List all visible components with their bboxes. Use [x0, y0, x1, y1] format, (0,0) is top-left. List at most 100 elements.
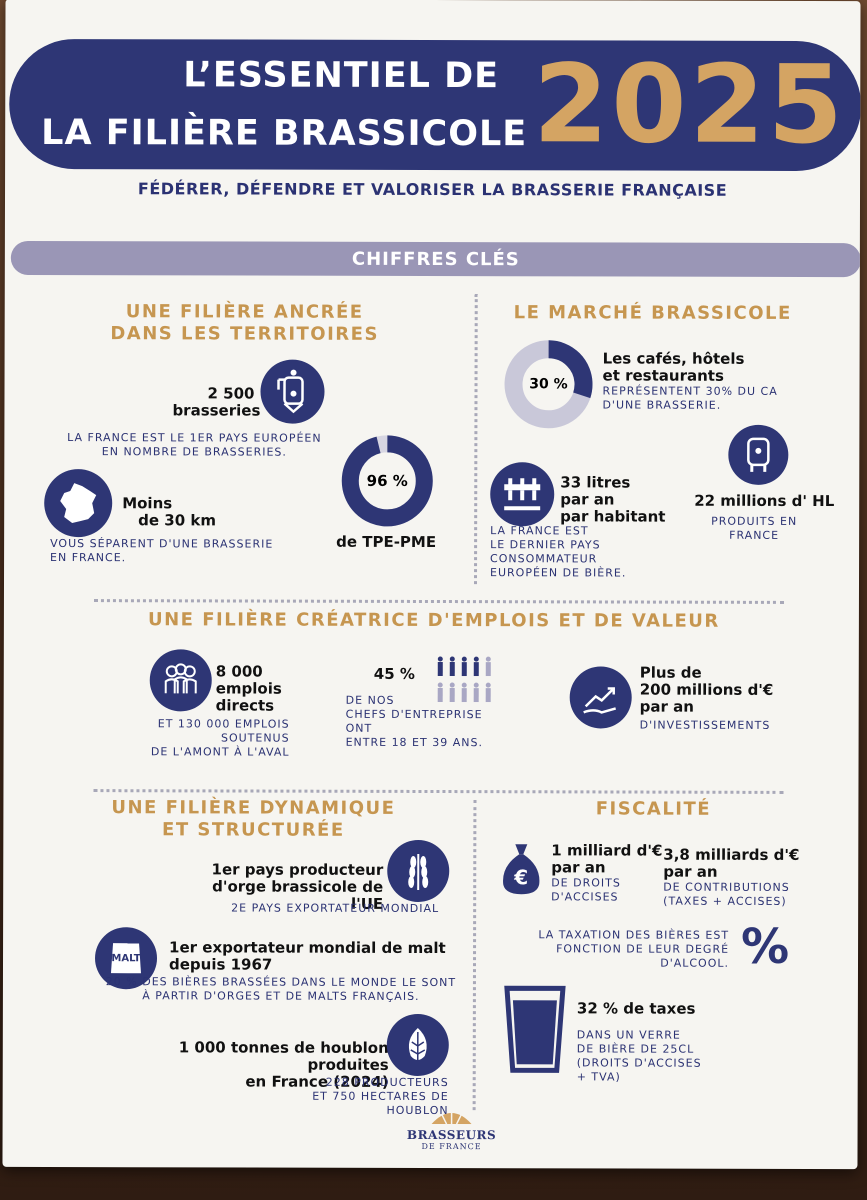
jobs-line2: emplois [215, 679, 282, 698]
person-icon [461, 656, 467, 677]
person-icon [449, 656, 455, 677]
tpe-donut-chart [341, 435, 433, 527]
divider-vertical-bottom [472, 800, 477, 1111]
accises-stat: 1 milliard d'€ par an [551, 841, 662, 877]
key-figures-band: CHIFFRES CLÉS [10, 240, 861, 278]
chefs-note-line1: DE NOS [345, 693, 395, 707]
invest-line3: par an [639, 697, 694, 716]
hl-note-line1: PRODUITS EN [711, 514, 798, 528]
jobs-note: ET 130 000 EMPLOIS SOUTENUS DE L'AMONT À… [140, 717, 290, 759]
chefs-value: 45 % [373, 664, 415, 683]
litres-stat: 33 litres par an par habitant [560, 473, 666, 526]
infographic-poster: L’ESSENTIEL DE LA FILIÈRE BRASSICOLE 202… [2, 0, 861, 1170]
chr-line2: et restaurants [602, 366, 724, 385]
contrib-note-line2: (TAXES + ACCISES) [663, 894, 787, 908]
accises-note-line1: DE DROITS [551, 876, 621, 890]
litres-note-line4: EUROPÉEN DE BIÈRE. [490, 566, 627, 580]
houblon-line1: 1 000 tonnes de houblon produites [178, 1038, 389, 1074]
section-dynamique-line1: UNE FILIÈRE DYNAMIQUE [111, 797, 396, 819]
tpe-label: de TPE-PME [336, 532, 437, 552]
person-icon [437, 656, 443, 677]
chr-note-line1: REPRÉSENTENT 30% DU CA [602, 384, 778, 398]
litres-line2: par an [560, 490, 615, 509]
person-icon [461, 682, 467, 703]
brewing-vat-icon [728, 424, 789, 485]
chr-stat: Les cafés, hôtels et restaurants [602, 349, 745, 385]
section-territoires-line1: UNE FILIÈRE ANCRÉE [125, 301, 364, 323]
breweries-note-line2: EN NOMBRE DE BRASSERIES. [101, 445, 287, 459]
contrib-note-line1: DE CONTRIBUTIONS [663, 880, 790, 894]
contrib-note: DE CONTRIBUTIONS (TAXES + ACCISES) [663, 881, 790, 909]
person-icon [449, 682, 455, 703]
hl-note-line2: FRANCE [729, 528, 780, 542]
logo-sunburst-icon [431, 1110, 472, 1125]
distance-note: VOUS SÉPARENT D'UNE BRASSERIE EN FRANCE. [50, 537, 273, 566]
tpe-donut-fill [341, 435, 433, 527]
title-year: 2025 [533, 42, 847, 169]
chr-line1: Les cafés, hôtels [602, 349, 745, 368]
person-icon [485, 656, 491, 677]
malt-note-line2: À PARTIR D'ORGES ET DE MALTS FRANÇAIS. [142, 989, 420, 1003]
litres-note-line1: LA FRANCE EST [490, 524, 589, 538]
barley-icon [387, 839, 450, 903]
invest-note: D'INVESTISSEMENTS [639, 718, 771, 732]
taxation-line1: LA TAXATION DES BIÈRES EST [538, 928, 730, 942]
logo-name-line2: DE FRANCE [421, 1141, 482, 1152]
invest-line1: Plus de [639, 663, 702, 682]
chefs-note-line2: CHEFS D'ENTREPRISE [345, 707, 483, 722]
verre-note-line1: DANS UN VERRE [576, 1028, 681, 1042]
section-emplois-title: UNE FILIÈRE CRÉATRICE D'EMPLOIS ET DE VA… [147, 609, 720, 632]
divider-horizontal-2 [93, 789, 784, 794]
tpe-value: 96 % [366, 471, 408, 490]
person-icon [473, 656, 479, 677]
distance-line2: de 30 km [138, 511, 217, 530]
person-icon [485, 682, 491, 703]
taxation-note: LA TAXATION DES BIÈRES EST FONCTION DE L… [529, 928, 729, 971]
breweries-note: LA FRANCE EST LE 1ER PAYS EUROPÉEN EN NO… [44, 431, 344, 460]
verre-note: DANS UN VERRE DE BIÈRE DE 25CL (DROITS D… [577, 1028, 702, 1084]
jobs-note-line1: ET 130 000 EMPLOIS [157, 717, 290, 731]
litres-note-line2: LE DERNIER PAYS [490, 538, 601, 552]
breweries-note-line1: LA FRANCE EST LE 1ER PAYS EUROPÉEN [67, 431, 322, 445]
pictogram-row-light [436, 682, 506, 706]
france-map-icon [44, 468, 113, 538]
chefs-note-line3: ONT [345, 721, 373, 735]
malt-sack-icon: MALT [94, 927, 158, 990]
verre-value: 32 % de taxes [576, 999, 696, 1018]
malt-note-line1: 20 % DES BIÈRES BRASSÉES DANS LE MONDE L… [105, 975, 457, 990]
pictogram-row-dark [436, 656, 506, 680]
taxation-line3: D'ALCOOL. [660, 956, 730, 970]
accises-line2: par an [551, 858, 606, 877]
orge-line1: 1er pays producteur [211, 860, 384, 879]
jobs-note-line2: SOUTENUS [220, 731, 290, 745]
section-fiscalite-title: FISCALITÉ [595, 798, 712, 820]
section-dynamique-line2: ET STRUCTURÉE [162, 819, 345, 841]
logo-name-line1: BRASSEURS [406, 1127, 497, 1143]
accises-note-line2: D'ACCISES [551, 890, 619, 904]
subtitle: FÉDÉRER, DÉFENDRE ET VALORISER LA BRASSE… [137, 179, 728, 200]
divider-horizontal-1 [93, 599, 784, 604]
chr-note-line2: D'UNE BRASSERIE. [602, 398, 722, 412]
jobs-line3: directs [215, 696, 275, 715]
contrib-stat: 3,8 milliards d'€ par an [663, 845, 800, 881]
hl-note: PRODUITS EN FRANCE [704, 515, 804, 543]
brasseurs-de-france-logo: BRASSEURS DE FRANCE [407, 1106, 497, 1151]
malt-line2: depuis 1967 [168, 955, 273, 974]
people-group-icon [149, 649, 212, 712]
chr-value: 30 % [529, 376, 568, 393]
verre-note-line2: DE BIÈRE DE 25CL [576, 1042, 695, 1056]
beer-glass-icon [503, 984, 567, 1074]
chr-donut-fill [504, 340, 593, 429]
invest-line2: 200 millions d'€ [639, 680, 774, 699]
beer-tap-icon [490, 462, 555, 527]
jobs-line1: 8 000 [215, 662, 263, 681]
contrib-line1: 3,8 milliards d'€ [663, 845, 800, 864]
malt-note: 20 % DES BIÈRES BRASSÉES DANS LE MONDE L… [101, 975, 461, 1004]
distance-note-line1: VOUS SÉPARENT D'UNE BRASSERIE [50, 537, 274, 551]
breweries-stat: 2 500 brasseries [172, 384, 260, 419]
malt-line1: 1er exportateur mondial de malt [169, 938, 446, 958]
orge-note: 2E PAYS EXPORTATEUR MONDIAL [231, 901, 440, 916]
contrib-line2: par an [663, 862, 718, 881]
brewery-tank-icon [260, 359, 325, 424]
litres-line3: par habitant [560, 507, 666, 526]
